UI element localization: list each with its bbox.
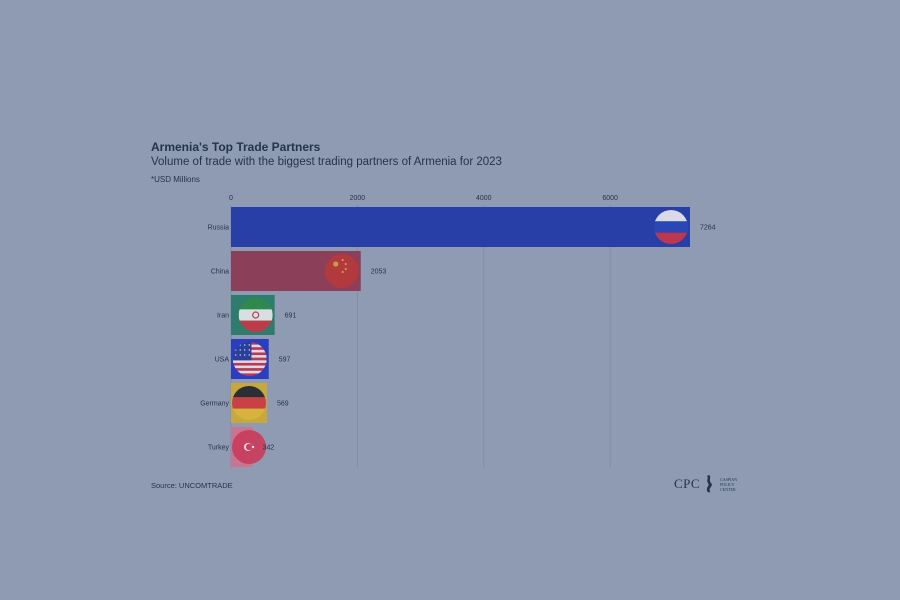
logo-name: CASPIAN POLICY CENTER [720, 476, 738, 492]
category-label: Iran [217, 313, 229, 320]
category-label: China [211, 269, 229, 276]
china-flag [324, 254, 359, 288]
x-tick-label: 6000 [602, 195, 618, 202]
russia-flag [654, 210, 688, 244]
source-note: Source: UNCOMTRADE [151, 481, 233, 490]
x-tick-label: 2000 [350, 195, 366, 202]
value-label: 342 [263, 445, 275, 452]
chart-subtitle: Volume of trade with the biggest trading… [151, 156, 502, 168]
value-label: 597 [279, 357, 291, 364]
category-label: Germany [200, 401, 229, 408]
cpc-logo: CPC CASPIAN POLICY CENTER [674, 474, 737, 494]
turkey-flag [232, 430, 266, 464]
logo-abbr: CPC [674, 476, 701, 491]
chart-title: Armenia's Top Trade Partners [151, 140, 321, 154]
caspian-sea-icon [706, 475, 712, 493]
x-tick-label: 0 [229, 195, 233, 202]
category-label: USA [215, 357, 230, 364]
x-tick-label: 4000 [476, 195, 492, 202]
usa-flag [232, 342, 267, 376]
germany-flag [232, 386, 266, 420]
value-label: 2053 [371, 269, 387, 276]
iran-flag [238, 298, 273, 332]
bar [231, 207, 690, 247]
value-label: 7264 [700, 225, 716, 232]
category-label: Russia [208, 225, 230, 232]
value-label: 691 [285, 313, 297, 320]
category-label: Turkey [208, 445, 230, 452]
value-label: 569 [277, 401, 289, 408]
units-note: *USD Millions [151, 175, 200, 184]
